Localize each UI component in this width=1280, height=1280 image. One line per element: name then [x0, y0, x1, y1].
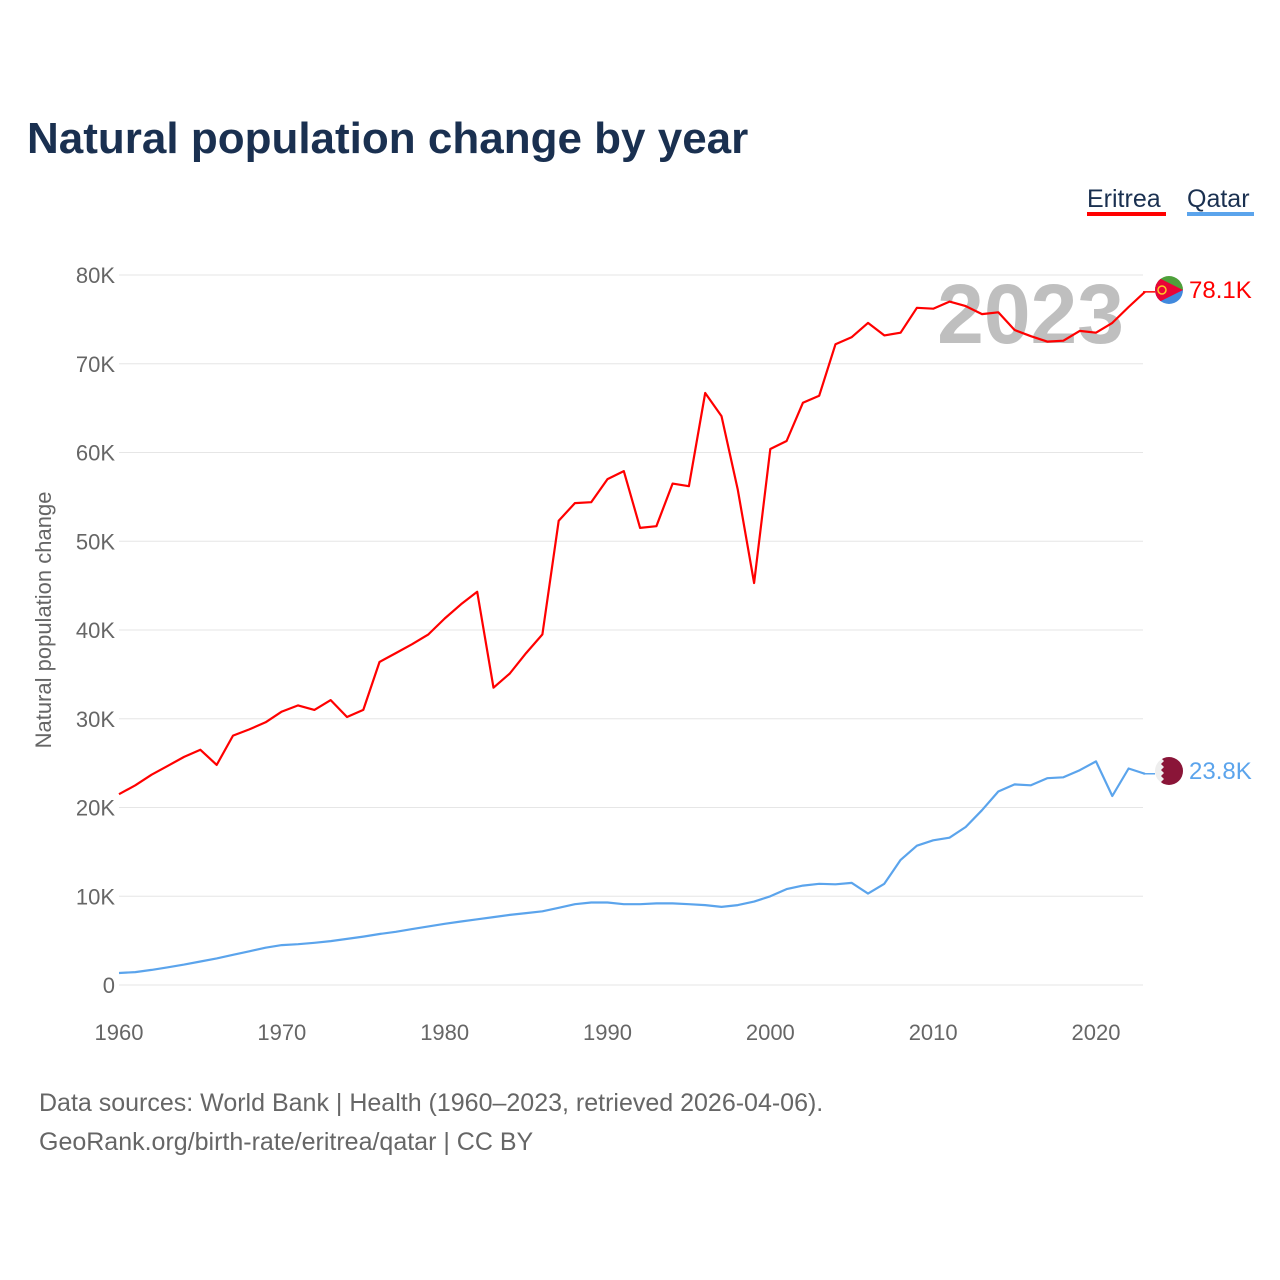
qatar-end-label: 23.8K — [1189, 758, 1252, 785]
legend-swatch-eritrea — [1087, 212, 1166, 216]
x-tick-label: 2020 — [1072, 1020, 1121, 1045]
grid — [119, 274, 1143, 986]
x-tick-label: 1980 — [420, 1020, 469, 1045]
eritrea-flag-icon — [1155, 276, 1183, 304]
y-axis-label: Natural population change — [31, 492, 56, 749]
x-tick-label: 1970 — [257, 1020, 306, 1045]
footer-sources: Data sources: World Bank | Health (1960–… — [39, 1089, 823, 1117]
eritrea-end-label: 78.1K — [1189, 277, 1252, 304]
series-line-qatar — [118, 760, 1146, 975]
x-tick-label: 1960 — [95, 1020, 144, 1045]
qatar-flag-icon — [1155, 757, 1183, 785]
year-watermark: 2023 — [937, 267, 1124, 361]
y-tick-label: 40K — [76, 618, 115, 643]
series-lines — [118, 291, 1155, 975]
legend-swatch-qatar — [1187, 212, 1254, 216]
x-tick-label: 1990 — [583, 1020, 632, 1045]
legend-item-qatar[interactable]: Qatar — [1187, 185, 1250, 213]
x-tick-label: 2010 — [909, 1020, 958, 1045]
series-line-eritrea — [118, 291, 1146, 796]
chart-title: Natural population change by year — [27, 114, 748, 163]
y-tick-label: 80K — [76, 263, 115, 288]
x-axis-ticks: 1960 1970 1980 1990 2000 2010 2020 — [95, 1020, 1121, 1045]
y-tick-label: 70K — [76, 352, 115, 377]
y-tick-label: 20K — [76, 796, 115, 821]
y-tick-label: 30K — [76, 707, 115, 732]
legend-item-eritrea[interactable]: Eritrea — [1087, 185, 1161, 213]
y-tick-label: 10K — [76, 884, 115, 909]
legend: Eritrea Qatar — [1087, 185, 1254, 216]
x-tick-label: 2000 — [746, 1020, 795, 1045]
y-axis-ticks: 0 10K 20K 30K 40K 50K 60K 70K 80K — [76, 263, 115, 998]
y-tick-label: 60K — [76, 441, 115, 466]
y-tick-label: 50K — [76, 529, 115, 554]
footer-attribution[interactable]: GeoRank.org/birth-rate/eritrea/qatar | C… — [39, 1128, 534, 1156]
y-tick-label: 0 — [103, 973, 115, 998]
